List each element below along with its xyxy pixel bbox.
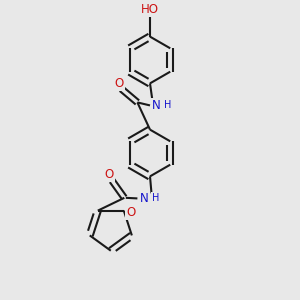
Text: O: O <box>104 168 114 181</box>
Text: N: N <box>140 192 148 205</box>
Text: O: O <box>114 77 124 90</box>
Text: O: O <box>127 206 136 219</box>
Text: HO: HO <box>141 3 159 16</box>
Text: N: N <box>152 99 161 112</box>
Text: H: H <box>152 194 159 203</box>
Text: H: H <box>164 100 172 110</box>
